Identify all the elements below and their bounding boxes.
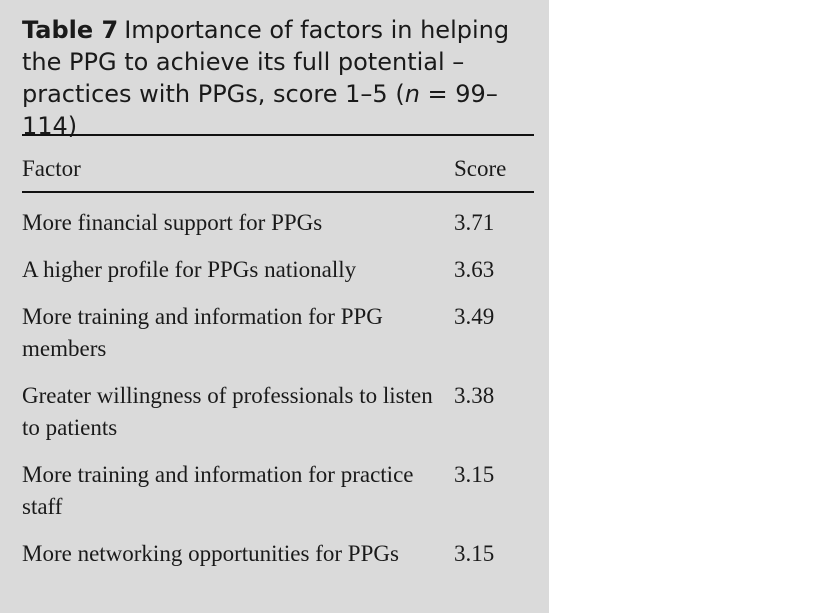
table-label: Table 7 — [22, 16, 119, 44]
header-rule — [22, 191, 534, 193]
table-title: Table 7 Importance of factors in helping … — [22, 14, 532, 142]
title-text: Importance of factors in helping the PPG… — [22, 16, 510, 108]
score-cell: 3.15 — [454, 462, 495, 487]
score-cell: 3.71 — [454, 210, 495, 235]
header-row: Factor Score — [22, 146, 534, 192]
table-row: More financial support for PPGs 3.71 — [22, 192, 534, 254]
table-row: Greater willingness of professionals to … — [22, 380, 534, 459]
table-body: More financial support for PPGs 3.71 A hig… — [22, 192, 534, 585]
factor-cell: A higher profile for PPGs nationally — [22, 257, 357, 282]
table-row: More training and information for PPG me… — [22, 301, 534, 380]
score-cell: 3.38 — [454, 383, 495, 408]
factor-cell: More networking opportunities for PPGs — [22, 541, 399, 566]
table-row: More networking opportunities for PPGs 3.… — [22, 538, 534, 585]
top-rule — [22, 134, 534, 136]
factor-cell: More training and information for practi… — [22, 462, 414, 519]
factor-cell: More financial support for PPGs — [22, 210, 323, 235]
table-panel: Table 7 Importance of factors in helping … — [0, 0, 549, 613]
score-cell: 3.49 — [454, 304, 495, 329]
title-italic: n — [404, 80, 420, 108]
score-cell: 3.63 — [454, 257, 495, 282]
table-row: More training and information for practi… — [22, 459, 534, 538]
table: Factor Score More financial support for … — [22, 146, 534, 585]
header-cell: Factor — [22, 156, 81, 181]
factor-cell: More training and information for PPG me… — [22, 304, 383, 361]
factor-cell: Greater willingness of professionals to … — [22, 383, 433, 440]
header-cell: Score — [454, 156, 507, 181]
table-row: A higher profile for PPGs nationally 3.63 — [22, 254, 534, 301]
score-cell: 3.15 — [454, 541, 495, 566]
